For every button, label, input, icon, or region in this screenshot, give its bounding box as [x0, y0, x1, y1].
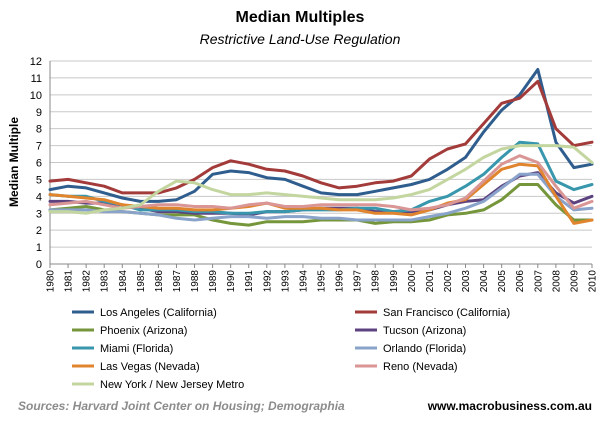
series-line: [48, 144, 594, 215]
site-url: www.macrobusiness.com.au: [427, 399, 592, 413]
y-tick-label: 2: [36, 225, 42, 237]
x-tick-labels: 1980 1981 1982 1983 1984 1985 1986 1987 1988 1989…: [46, 270, 599, 293]
x-tick-label: 1986: [154, 270, 165, 293]
x-tick-label: 1985: [136, 270, 147, 293]
x-tick-label: 2009: [569, 270, 580, 293]
legend-entry: Las Vegas (Nevada): [100, 361, 200, 373]
legend-entry: Miami (Florida): [100, 343, 173, 355]
legend: Los Angeles (California) San Francisco (C…: [72, 307, 510, 391]
y-tick-label: 10: [30, 90, 42, 102]
x-tick-label: 1980: [46, 270, 57, 293]
x-tick-label: 1981: [64, 270, 75, 293]
x-tick-label: 1987: [172, 270, 183, 293]
gridlines: [49, 60, 593, 268]
series-line: [48, 172, 594, 222]
x-tick-label: 1993: [280, 270, 291, 293]
series-line: [48, 79, 594, 195]
y-tick-label: 4: [36, 191, 42, 203]
legend-entry: Orlando (Florida): [383, 343, 466, 355]
chart-subtitle: Restrictive Land-Use Regulation: [200, 31, 401, 47]
series-line: [48, 68, 594, 203]
x-tick-label: 2008: [551, 270, 562, 293]
x-tick-label: 1995: [317, 270, 328, 293]
x-tick-label: 1994: [298, 270, 309, 293]
x-tick-label: 1996: [335, 270, 346, 293]
legend-entry: San Francisco (California): [383, 307, 510, 319]
x-tick-label: 1984: [118, 270, 129, 293]
legend-entry: Los Angeles (California): [100, 307, 217, 319]
y-tick-label: 7: [36, 141, 42, 153]
x-tick-label: 2000: [407, 270, 418, 293]
x-tick-label: 2002: [443, 270, 454, 293]
y-tick-label: 5: [36, 174, 42, 186]
x-tick-label: 1998: [371, 270, 382, 293]
y-tick-label: 9: [36, 107, 42, 119]
legend-entry: Tucson (Arizona): [383, 325, 466, 337]
x-tick-label: 1992: [262, 270, 273, 293]
x-tick-label: 1999: [389, 270, 400, 293]
x-tick-label: 2004: [479, 270, 490, 293]
y-axis-label: Median Multiple: [7, 117, 21, 207]
legend-entry: Phoenix (Arizona): [100, 325, 187, 337]
legend-entry: New York / New Jersey Metro: [100, 379, 244, 391]
series-line: [48, 154, 594, 212]
x-tick-label: 1991: [244, 270, 255, 293]
y-tick-label: 11: [31, 73, 42, 85]
series-lines: [48, 68, 594, 227]
source-note: Sources: Harvard Joint Center on Housing…: [18, 399, 345, 413]
chart-title: Median Multiples: [236, 9, 365, 26]
y-tick-label: 1: [36, 242, 42, 254]
x-tick-label: 1982: [82, 270, 93, 293]
y-tick-label: 6: [36, 158, 42, 170]
legend-entry: Reno (Nevada): [383, 361, 458, 373]
x-tick-label: 1990: [226, 270, 237, 293]
y-tick-label: 8: [36, 124, 42, 136]
y-tick-label: 3: [36, 208, 42, 220]
x-tick-label: 1997: [353, 270, 364, 293]
x-tick-label: 1983: [100, 270, 111, 293]
x-tick-label: 2005: [497, 270, 508, 293]
x-tick-label: 2001: [425, 270, 436, 293]
x-tick-label: 2003: [461, 270, 472, 293]
x-tick-label: 1988: [190, 270, 201, 293]
x-tick-label: 2007: [533, 270, 544, 293]
x-tick-label: 1989: [208, 270, 219, 293]
series-line: [48, 140, 594, 215]
x-tick-label: 2010: [588, 270, 599, 293]
y-tick-label: 0: [36, 259, 42, 271]
y-tick-label: 12: [30, 56, 42, 68]
x-tick-label: 2006: [515, 270, 526, 293]
